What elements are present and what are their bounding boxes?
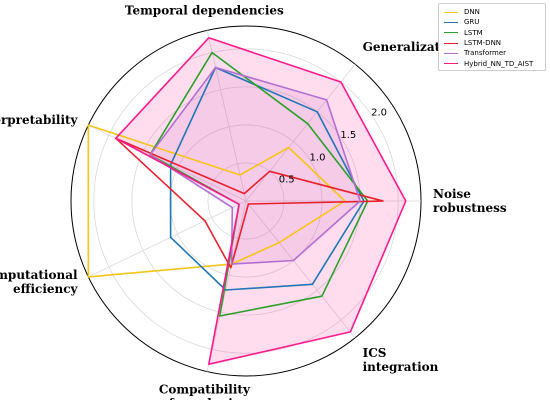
series-lines [87,36,407,366]
radial-tick-label: 0.5 [279,175,295,186]
series-line-lstm-dnn [115,137,384,269]
spoke-6 [245,200,356,339]
axis-label-line: Generalization [363,40,462,54]
axis-label: Noise robustness [433,187,507,215]
legend-item: GRU [444,17,540,27]
legend-swatch [444,21,458,23]
legend-swatch [444,63,458,65]
axis-label-line: Compatibility [159,382,251,396]
axis-label-line: Computational [0,268,78,282]
series-line-transformer [149,66,361,265]
series-line-dnn [87,124,346,278]
radial-tick-label: 1.0 [310,152,326,163]
legend-label: LSTM-DNN [464,39,502,48]
spoke-1 [245,63,356,202]
radial-tick-label: 1.5 [340,130,356,141]
axis-label: Interpretability [0,113,79,127]
legend-label: GRU [464,18,480,27]
legend-swatch [444,52,458,54]
legend-item: DNN [444,7,540,17]
radial-tick-labels: 0.5 1.0 1.5 2.0 [279,108,387,186]
spoke-4 [88,200,247,278]
legend-label: Transformer [464,49,507,58]
legend-label: DNN [464,8,480,17]
legend-item: Hybrid_NN_TD_AIST [444,58,540,68]
spoke-2 [206,30,247,202]
axis-label-line: fuzzy logic [169,396,240,400]
spoke-3 [88,124,247,202]
axis-labels: Noise robustness Generalization Temporal de… [0,4,507,400]
chart-legend: DNN GRU LSTM LSTM-DNN Transformer Hybrid_NN_T… [438,3,546,71]
series-line-hybrid-nn-td-aist [115,36,407,366]
legend-item: Transformer [444,48,540,58]
axis-label: ICS integration [363,346,439,374]
axis-label-line: Interpretability [0,113,79,127]
legend-swatch [444,11,458,13]
axis-label-line: robustness [433,201,507,215]
axis-label-line: integration [363,360,439,374]
legend-swatch [444,42,458,44]
series-line-gru [169,66,365,291]
axis-label: Temporal dependencies [125,4,284,18]
legend-item: LSTM [444,28,540,38]
legend-label: LSTM [464,28,483,37]
axis-label: Generalization [363,40,462,54]
legend-label: Hybrid_NN_TD_AIST [464,59,534,68]
axis-label: Computationalefficiency [0,268,79,296]
axis-label-line: Temporal dependencies [125,4,284,18]
radial-tick-label: 2.0 [371,108,387,119]
axis-label: Compatibilityfuzzy logic [159,382,251,400]
axis-label-line: Noise [433,187,471,201]
legend-swatch [444,32,458,34]
axis-label-line: efficiency [13,282,79,296]
axis-label-line: ICS [363,346,387,360]
legend-item: LSTM-DNN [444,38,540,48]
